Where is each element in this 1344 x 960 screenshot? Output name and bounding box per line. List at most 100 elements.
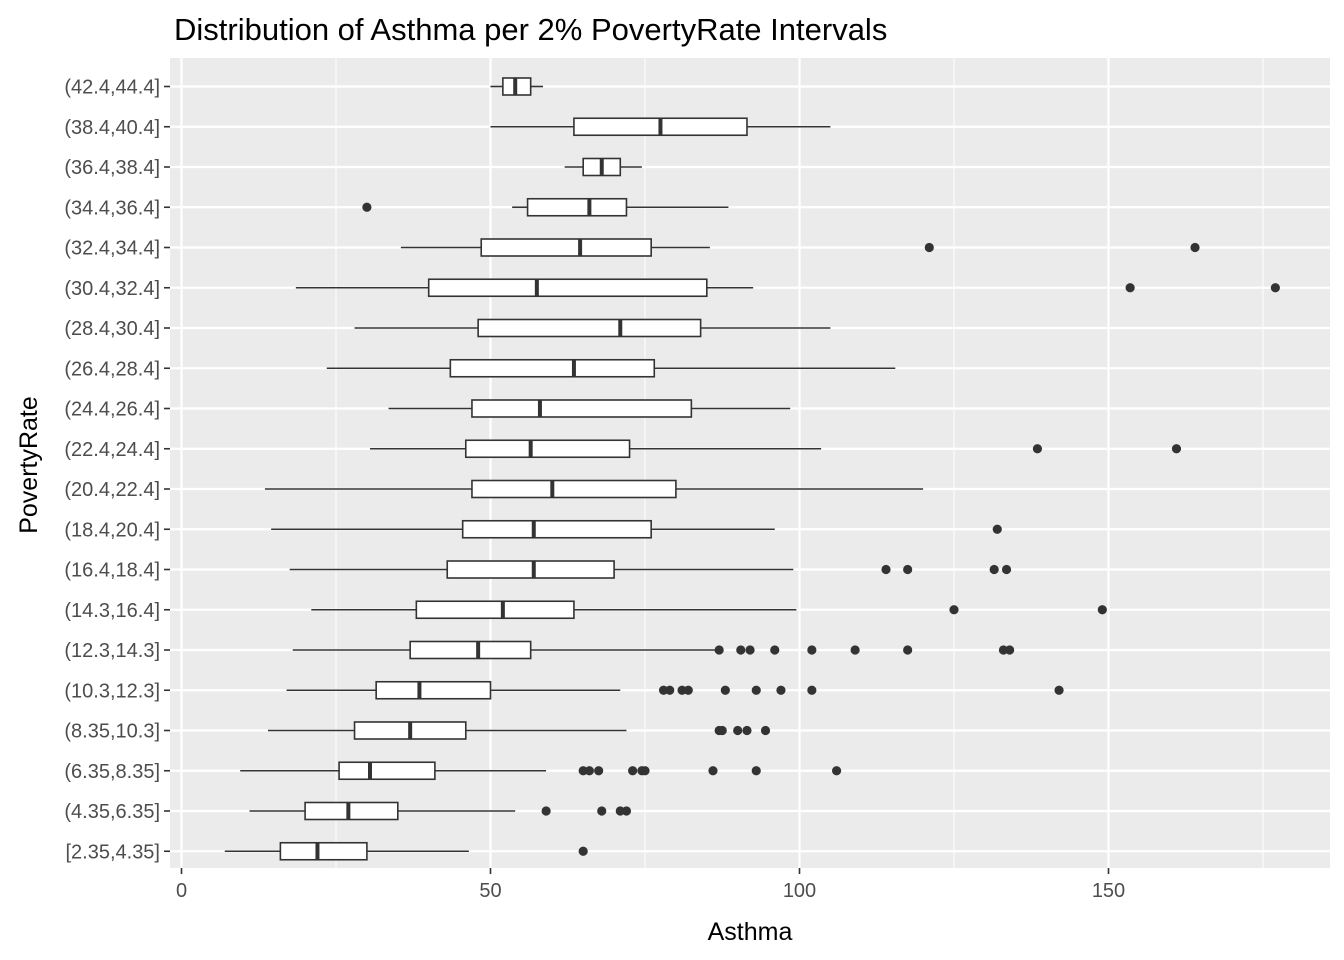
box [375,680,492,700]
box [338,761,436,781]
y-tick-label: (24.4,26.4] [64,399,160,421]
outlier-point [640,766,650,776]
y-tick-label: (18.4,20.4] [64,519,160,541]
outlier-point [751,766,761,776]
box-group [295,278,1280,298]
outlier-point [714,645,724,655]
outlier-point [1032,444,1043,454]
x-tick-label: 100 [783,880,816,902]
plot-panel [170,58,1330,868]
y-tick-label: (6.35,8.35] [64,761,160,783]
outlier-point [903,645,913,655]
box-group [240,761,842,781]
y-tick-label: (36.4,38.4] [64,157,160,179]
outlier-point [541,806,551,816]
box [446,560,615,579]
outlier-point [742,725,752,736]
y-tick-label: (42.4,44.4] [64,77,160,99]
box-group [400,238,1200,257]
x-tick-label: 50 [479,880,501,902]
outlier-point [1097,605,1107,615]
box-group [268,721,771,740]
y-tick-label: (38.4,40.4] [64,117,160,139]
box-group [490,77,544,96]
box-group [264,479,924,499]
outlier-point [1054,685,1064,695]
outlier-point [751,685,761,695]
x-axis-title: Asthma [708,918,793,946]
y-axis-title: PovertyRate [15,396,43,534]
y-tick-label: (28.4,30.4] [64,318,160,340]
outlier-point [578,846,588,856]
box [477,318,702,338]
box-group [311,600,1107,620]
outlier-point [1171,444,1182,454]
box [279,841,368,861]
y-tick-label: (12.3,14.3] [64,640,160,662]
y-tick-label: [2.35,4.35] [65,841,160,863]
outlier-point [850,645,860,655]
box-group [369,439,1182,459]
box-group [326,358,896,378]
outlier-point [597,806,607,816]
outlier-point [584,766,594,776]
outlier-point [989,564,999,575]
box [471,479,677,499]
box [415,600,575,620]
y-tick-label: (20.4,22.4] [64,479,160,501]
y-tick-label: (34.4,36.4] [64,197,160,219]
y-tick-label: (16.4,18.4] [64,560,160,582]
outlier-point [362,202,372,212]
outlier-point [760,725,771,736]
y-tick-label: (4.35,6.35] [64,801,160,823]
box-group [289,560,1012,579]
y-tick-label: (30.4,32.4] [64,278,160,300]
outlier-point [708,766,718,776]
box [526,197,628,217]
outlier-point [1190,242,1200,253]
outlier-point [720,685,730,695]
y-axis: [2.35,4.35] (4.35,6.35] (6.35,8.35] (8.35,1… [64,77,170,863]
box [427,278,708,298]
box-group [292,640,1015,660]
y-tick-label: (26.4,28.4] [64,358,160,380]
y-tick-label: (32.4,34.4] [64,238,160,260]
outlier-point [745,645,755,655]
x-tick-label: 0 [176,880,187,902]
outlier-point [903,564,913,575]
outlier-point [736,645,746,655]
outlier-point [1270,283,1280,293]
outlier-point [776,685,786,695]
outlier-point [1005,645,1015,655]
box-group [271,519,1002,539]
box [471,399,693,418]
box [409,640,532,660]
box-group [249,801,632,821]
box-group [224,841,588,861]
outlier-point [717,725,727,736]
box-group [362,197,729,217]
box [449,358,656,378]
outlier-point [594,766,604,776]
outlier-point [733,725,743,736]
y-tick-label: (8.35,10.3] [64,721,160,743]
x-axis: 0 50 100 150 [176,868,1125,902]
box-group [490,117,831,137]
outlier-point [628,766,638,776]
outlier-point [1001,564,1012,575]
outlier-point [621,806,632,816]
outlier-point [992,524,1002,534]
box [464,439,631,459]
outlier-point [924,242,934,253]
outlier-point [665,685,675,695]
outlier-point [949,605,959,615]
outlier-point [807,685,817,695]
box [304,801,399,821]
y-tick-label: (14.3,16.4] [64,600,160,622]
box-group [354,318,831,338]
outlier-point [1125,283,1135,293]
box [461,519,652,539]
outlier-point [683,685,693,695]
box-group [564,157,642,177]
box-series [224,77,1280,861]
